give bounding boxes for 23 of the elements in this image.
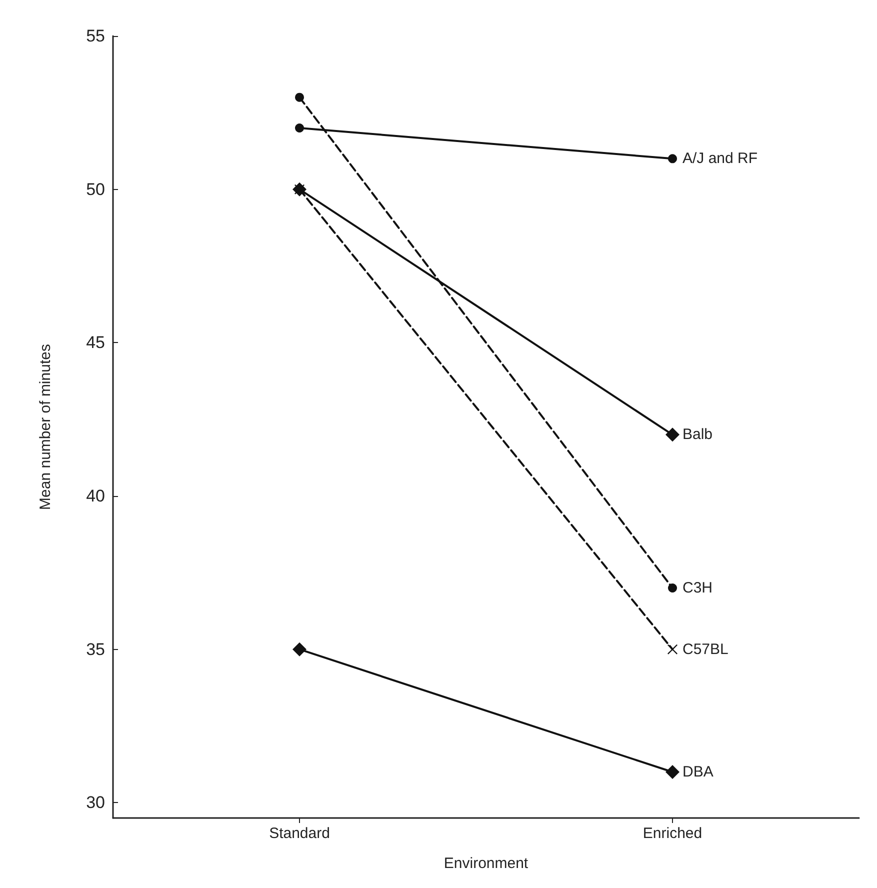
series-label: C3H — [682, 580, 713, 596]
point — [295, 124, 304, 132]
point — [666, 765, 680, 779]
y-tick-label: 40 — [86, 486, 105, 506]
y-tick-label: 50 — [86, 180, 105, 199]
point — [668, 584, 677, 592]
y-tick-label: 55 — [86, 26, 105, 46]
series-label: DBA — [682, 764, 714, 780]
point — [668, 644, 678, 654]
series-label: C57BL — [682, 640, 728, 658]
point — [295, 92, 304, 102]
point — [292, 642, 306, 656]
point — [668, 154, 677, 164]
y-axis-title: Mean number of minutes — [37, 344, 54, 510]
series-label: Balb — [682, 426, 713, 444]
y-tick-label: 30 — [86, 793, 105, 812]
series-label: A/J and RF — [682, 150, 758, 168]
x-tick-label: Enriched — [642, 825, 702, 842]
x-axis-title: Environment — [444, 855, 529, 872]
point — [666, 428, 680, 442]
y-tick-label: 45 — [86, 333, 105, 352]
y-tick-label: 35 — [86, 640, 105, 659]
x-tick-label: Standard — [269, 825, 330, 842]
